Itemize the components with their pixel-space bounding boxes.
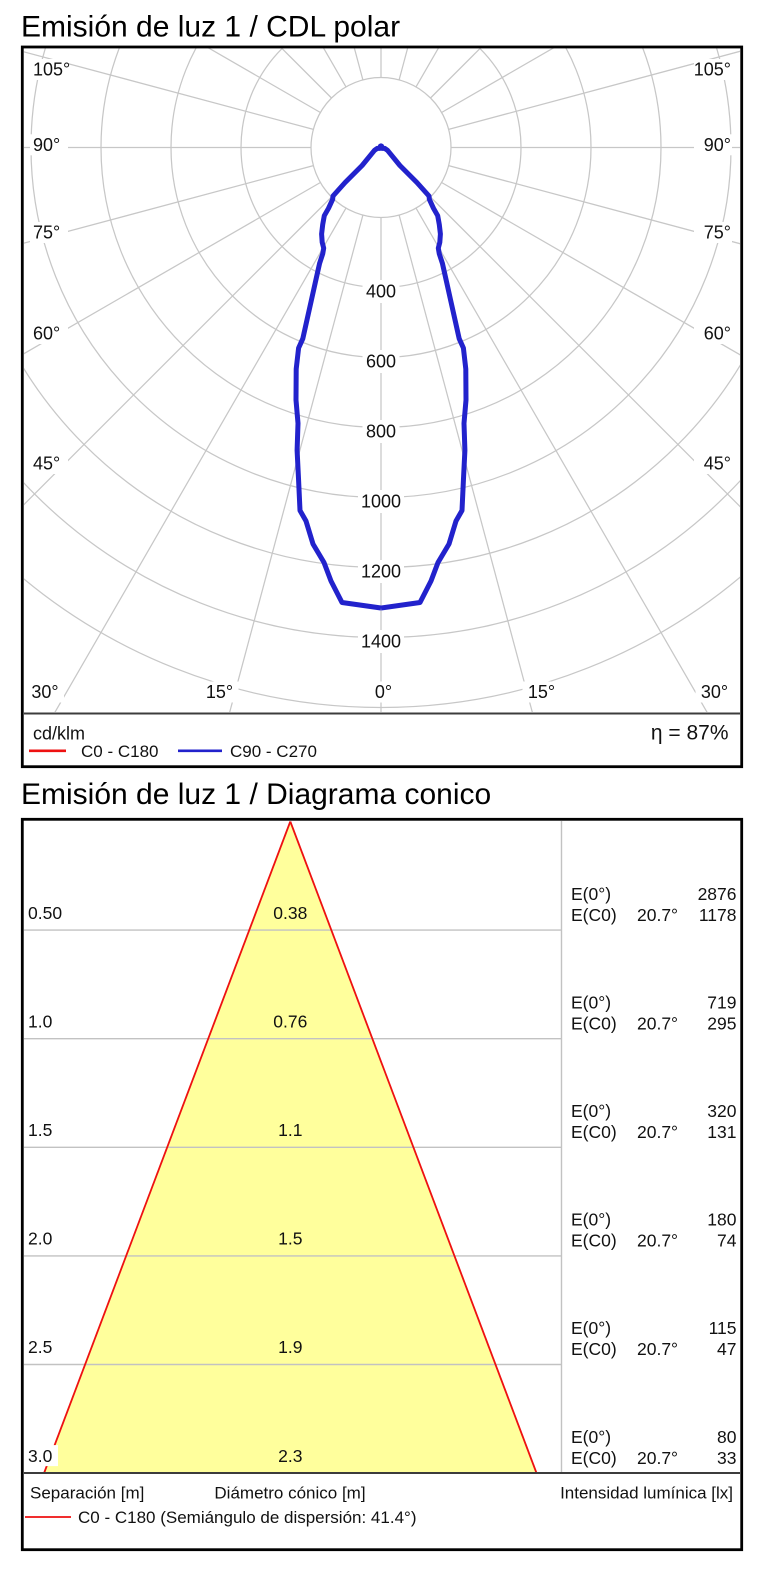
svg-text:80: 80 bbox=[717, 1427, 737, 1447]
svg-text:320: 320 bbox=[707, 1101, 736, 1121]
svg-text:400: 400 bbox=[366, 282, 396, 302]
svg-text:Emisión de luz 1 / CDL polar: Emisión de luz 1 / CDL polar bbox=[21, 11, 400, 44]
svg-text:2876: 2876 bbox=[698, 884, 737, 904]
svg-text:600: 600 bbox=[366, 352, 396, 372]
svg-text:20.7°: 20.7° bbox=[637, 1013, 678, 1033]
svg-text:η = 87%: η = 87% bbox=[651, 722, 729, 745]
svg-text:E(0°): E(0°) bbox=[571, 1210, 611, 1230]
svg-text:20.7°: 20.7° bbox=[637, 1231, 678, 1251]
svg-text:74: 74 bbox=[717, 1231, 737, 1251]
svg-text:1.5: 1.5 bbox=[28, 1120, 52, 1140]
svg-text:47: 47 bbox=[717, 1339, 736, 1359]
svg-text:E(C0): E(C0) bbox=[571, 1122, 617, 1142]
svg-text:75°: 75° bbox=[704, 223, 731, 243]
svg-text:295: 295 bbox=[707, 1013, 736, 1033]
svg-text:20.7°: 20.7° bbox=[637, 1339, 678, 1359]
svg-text:E(C0): E(C0) bbox=[571, 1448, 617, 1468]
svg-text:33: 33 bbox=[717, 1448, 736, 1468]
svg-text:1.5: 1.5 bbox=[278, 1229, 302, 1249]
svg-text:45°: 45° bbox=[33, 454, 60, 474]
svg-text:1178: 1178 bbox=[699, 905, 737, 925]
svg-text:E(0°): E(0°) bbox=[571, 1427, 611, 1447]
svg-text:E(0°): E(0°) bbox=[571, 1318, 611, 1338]
svg-text:2.0: 2.0 bbox=[28, 1229, 53, 1249]
svg-text:30°: 30° bbox=[31, 682, 58, 702]
svg-text:cd/klm: cd/klm bbox=[33, 724, 85, 744]
svg-text:180: 180 bbox=[707, 1210, 736, 1230]
svg-text:60°: 60° bbox=[33, 324, 60, 344]
svg-text:15°: 15° bbox=[528, 682, 555, 702]
svg-text:45°: 45° bbox=[704, 454, 731, 474]
svg-text:2.3: 2.3 bbox=[278, 1446, 302, 1466]
svg-text:C90 - C270: C90 - C270 bbox=[230, 742, 317, 761]
svg-text:2.5: 2.5 bbox=[28, 1337, 52, 1357]
svg-text:1000: 1000 bbox=[361, 492, 401, 512]
svg-text:1.0: 1.0 bbox=[28, 1011, 53, 1031]
svg-text:90°: 90° bbox=[33, 135, 60, 155]
svg-text:C0 - C180 (Semiángulo de dispe: C0 - C180 (Semiángulo de dispersión: 41.… bbox=[78, 1508, 416, 1527]
svg-text:0.38: 0.38 bbox=[273, 903, 307, 923]
svg-text:719: 719 bbox=[707, 992, 736, 1012]
svg-text:115: 115 bbox=[709, 1318, 737, 1338]
svg-text:Intensidad lumínica [lx]: Intensidad lumínica [lx] bbox=[560, 1484, 733, 1503]
svg-text:800: 800 bbox=[366, 422, 396, 442]
svg-text:0.76: 0.76 bbox=[273, 1011, 307, 1031]
svg-text:E(0°): E(0°) bbox=[571, 1101, 611, 1121]
svg-text:E(C0): E(C0) bbox=[571, 1231, 617, 1251]
svg-text:1.1: 1.1 bbox=[278, 1120, 302, 1140]
svg-text:C0 - C180: C0 - C180 bbox=[81, 742, 158, 761]
svg-text:E(C0): E(C0) bbox=[571, 905, 617, 925]
svg-text:1400: 1400 bbox=[361, 632, 401, 652]
svg-text:E(0°): E(0°) bbox=[571, 884, 611, 904]
svg-text:20.7°: 20.7° bbox=[637, 905, 678, 925]
svg-text:20.7°: 20.7° bbox=[637, 1122, 678, 1142]
svg-text:105°: 105° bbox=[694, 60, 731, 80]
svg-text:105°: 105° bbox=[33, 60, 70, 80]
svg-text:90°: 90° bbox=[704, 135, 731, 155]
svg-text:E(C0): E(C0) bbox=[571, 1339, 617, 1359]
svg-text:E(C0): E(C0) bbox=[571, 1013, 617, 1033]
svg-text:30°: 30° bbox=[701, 682, 728, 702]
svg-text:Diámetro cónico [m]: Diámetro cónico [m] bbox=[214, 1484, 365, 1503]
svg-text:E(0°): E(0°) bbox=[571, 992, 611, 1012]
svg-text:0.50: 0.50 bbox=[28, 903, 62, 923]
svg-text:Emisión de luz 1 / Diagrama co: Emisión de luz 1 / Diagrama conico bbox=[21, 778, 491, 811]
svg-text:15°: 15° bbox=[206, 682, 233, 702]
svg-text:75°: 75° bbox=[33, 223, 60, 243]
svg-text:Separación [m]: Separación [m] bbox=[30, 1484, 144, 1503]
svg-text:131: 131 bbox=[707, 1122, 736, 1142]
svg-text:0°: 0° bbox=[375, 682, 392, 702]
svg-text:3.0: 3.0 bbox=[28, 1446, 53, 1466]
svg-text:1.9: 1.9 bbox=[278, 1337, 302, 1357]
svg-text:20.7°: 20.7° bbox=[637, 1448, 678, 1468]
svg-text:60°: 60° bbox=[704, 324, 731, 344]
svg-text:1200: 1200 bbox=[361, 562, 401, 582]
